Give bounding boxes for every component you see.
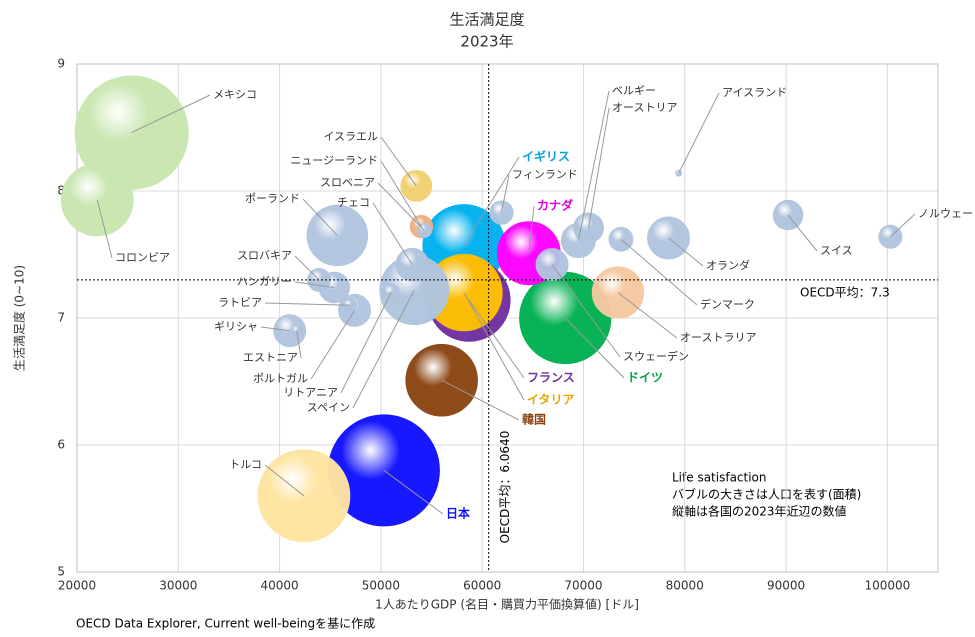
leader-line: [296, 330, 302, 359]
point-label: ポルトガル: [253, 372, 308, 385]
point-label: イギリス: [522, 149, 570, 164]
point-label: スウェーデン: [623, 349, 689, 363]
point-label: スペイン: [307, 401, 350, 414]
point-label: デンマーク: [700, 297, 755, 311]
leader-line: [551, 264, 621, 358]
point-label: ポーランド: [245, 192, 300, 205]
point-label: フランス: [527, 371, 575, 385]
leader-line: [264, 302, 350, 306]
point-label: ノルウェー: [918, 207, 973, 220]
leader-line: [380, 136, 417, 187]
leader-line: [96, 199, 113, 259]
point-label: オランダ: [706, 258, 750, 272]
x-tick-label: 50000: [362, 579, 400, 593]
point-label: ドイツ: [627, 371, 663, 385]
leader-line: [564, 317, 625, 379]
leader-line: [441, 379, 520, 421]
note: Life satisfaction: [672, 471, 767, 485]
plot-frame: [76, 63, 939, 573]
bubble: [573, 212, 604, 244]
leader-line: [588, 107, 610, 228]
note: 縦軸は各国の2023年近辺の数値: [672, 504, 847, 519]
leader-line: [787, 214, 818, 252]
point-label: 韓国: [522, 412, 546, 427]
point-label: ハンガリー: [237, 275, 292, 288]
x-tick-label: 40000: [260, 579, 298, 593]
leader-line: [260, 326, 290, 332]
y-tick-label: 5: [57, 565, 65, 579]
leader-line: [890, 213, 916, 238]
point-label: オーストラリア: [680, 331, 756, 344]
chart-subtitle: 2023年: [460, 33, 513, 51]
point-label: 日本: [446, 506, 470, 521]
point-label: ニュージーランド: [290, 154, 378, 167]
leader-line: [678, 92, 720, 174]
y-tick-label: 6: [57, 438, 65, 452]
source: OECD Data Explorer, Current well-beingを基…: [76, 617, 375, 631]
point-label: ベルギー: [612, 84, 656, 97]
leader-line: [294, 255, 320, 281]
note: バブルの大きさは人口を表す(面積): [672, 487, 861, 502]
leader-line: [463, 156, 520, 246]
point-label: スロバキア: [237, 249, 292, 262]
point-label: エストニア: [243, 351, 298, 364]
chart-title: 生活満足度: [449, 11, 524, 29]
point-label: リトアニア: [283, 386, 338, 399]
y-axis-label: 生活満足度 (0~10): [12, 265, 27, 371]
leader-line: [500, 174, 510, 213]
leader-line: [264, 464, 305, 497]
point-label: チェコ: [337, 196, 370, 209]
reference-label: OECD平均：7.3: [800, 285, 890, 299]
x-tick-label: 60000: [463, 579, 501, 593]
point-label: トルコ: [229, 458, 262, 471]
x-tick-label: 90000: [767, 579, 805, 593]
y-tick-label: 7: [57, 311, 65, 325]
x-tick-label: 100000: [864, 579, 910, 593]
leader-line: [380, 160, 422, 227]
leader-line: [294, 281, 335, 289]
point-label: フィンランド: [512, 168, 578, 181]
leader-line: [372, 202, 413, 265]
point-label: スイス: [820, 244, 853, 257]
leader-line: [302, 198, 338, 236]
leader-line: [383, 469, 444, 515]
point-label: オーストリア: [612, 101, 677, 114]
point-label: イスラエル: [323, 130, 378, 143]
leader-line: [340, 292, 392, 394]
point-label: アイスランド: [722, 86, 787, 99]
point-label: コロンビア: [115, 251, 170, 264]
leader-line: [463, 292, 525, 401]
leader-line: [577, 90, 610, 241]
leader-line: [668, 237, 704, 267]
x-tick-label: 70000: [564, 579, 602, 593]
point-label: カナダ: [537, 198, 573, 213]
bubble: [60, 163, 134, 237]
x-tick-label: 80000: [666, 579, 704, 593]
leader-line: [310, 310, 355, 380]
y-tick-label: 9: [57, 57, 65, 71]
x-tick-label: 20000: [58, 579, 96, 593]
reference-label: OECD平均：6.0640: [498, 431, 512, 544]
point-label: ラトビア: [218, 296, 262, 309]
leader-line: [617, 292, 678, 339]
leader-line: [620, 238, 698, 306]
x-tick-label: 30000: [159, 579, 197, 593]
point-label: ギリシャ: [214, 320, 258, 333]
point-label: イタリア: [527, 393, 575, 407]
leader-line: [352, 289, 415, 409]
leader-line: [468, 299, 525, 379]
leader-line: [528, 205, 535, 254]
x-axis-label: 1人あたりGDP (名目・購買力平価換算値) [ドル]: [375, 597, 639, 612]
point-label: メキシコ: [213, 88, 257, 101]
y-tick-label: 8: [57, 184, 65, 198]
leader-line: [377, 182, 425, 231]
leader-line: [131, 94, 211, 134]
point-label: スロベニア: [320, 176, 375, 189]
